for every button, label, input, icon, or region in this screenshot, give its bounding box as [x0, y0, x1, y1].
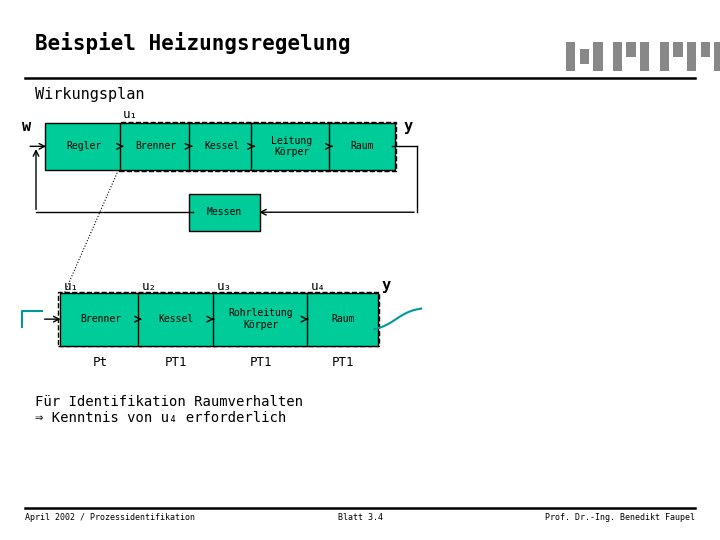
Text: u₄: u₄	[311, 280, 326, 293]
Bar	[687, 42, 696, 71]
Text: Regler: Regler	[67, 141, 102, 151]
Text: Prof. Dr.-Ing. Benedikt Faupel: Prof. Dr.-Ing. Benedikt Faupel	[545, 513, 695, 522]
FancyBboxPatch shape	[120, 123, 192, 170]
Text: Pt: Pt	[93, 356, 108, 369]
Text: u₃: u₃	[217, 280, 232, 293]
FancyBboxPatch shape	[138, 293, 215, 346]
Text: Wirkungsplan: Wirkungsplan	[35, 87, 144, 103]
Bar	[593, 42, 603, 71]
Bar	[640, 42, 649, 71]
Text: PT1: PT1	[249, 356, 272, 369]
Text: u₁: u₁	[122, 108, 138, 121]
Text: Leitung
Körper: Leitung Körper	[271, 136, 312, 157]
Bar	[566, 42, 575, 71]
Bar	[714, 42, 720, 71]
Text: ⇒ Kenntnis von u₄ erforderlich: ⇒ Kenntnis von u₄ erforderlich	[35, 411, 286, 426]
Bar	[626, 42, 636, 57]
Text: April 2002 / Prozessidentifikation: April 2002 / Prozessidentifikation	[25, 513, 195, 522]
Bar	[613, 42, 622, 71]
Text: Brenner: Brenner	[80, 314, 121, 324]
FancyBboxPatch shape	[189, 194, 260, 231]
Text: Brenner: Brenner	[135, 141, 177, 151]
Text: Raum: Raum	[331, 314, 354, 324]
FancyBboxPatch shape	[189, 123, 255, 170]
Text: y: y	[382, 278, 391, 293]
Text: Kessel: Kessel	[204, 141, 239, 151]
Bar	[673, 42, 683, 57]
Text: Für Identifikation Raumverhalten: Für Identifikation Raumverhalten	[35, 395, 302, 409]
FancyBboxPatch shape	[329, 123, 395, 170]
Text: w: w	[22, 119, 31, 134]
Bar	[119, 122, 396, 171]
Bar	[701, 42, 710, 57]
Text: Raum: Raum	[351, 141, 374, 151]
Bar	[58, 292, 379, 346]
Text: Beispiel Heizungsregelung: Beispiel Heizungsregelung	[35, 32, 350, 55]
FancyBboxPatch shape	[251, 123, 333, 170]
Text: PT1: PT1	[331, 356, 354, 369]
Text: Blatt 3.4: Blatt 3.4	[338, 513, 382, 522]
Bar	[580, 49, 589, 64]
Text: y: y	[403, 119, 413, 134]
FancyBboxPatch shape	[60, 293, 141, 346]
Text: Rohrleitung
Körper: Rohrleitung Körper	[228, 308, 293, 330]
FancyBboxPatch shape	[213, 293, 308, 346]
Text: u₂: u₂	[142, 280, 157, 293]
Text: PT1: PT1	[165, 356, 188, 369]
Text: Kessel: Kessel	[159, 314, 194, 324]
FancyBboxPatch shape	[45, 123, 123, 170]
Bar	[660, 42, 669, 71]
Text: u₁: u₁	[63, 280, 78, 293]
Text: Messen: Messen	[207, 207, 242, 217]
FancyBboxPatch shape	[307, 293, 378, 346]
